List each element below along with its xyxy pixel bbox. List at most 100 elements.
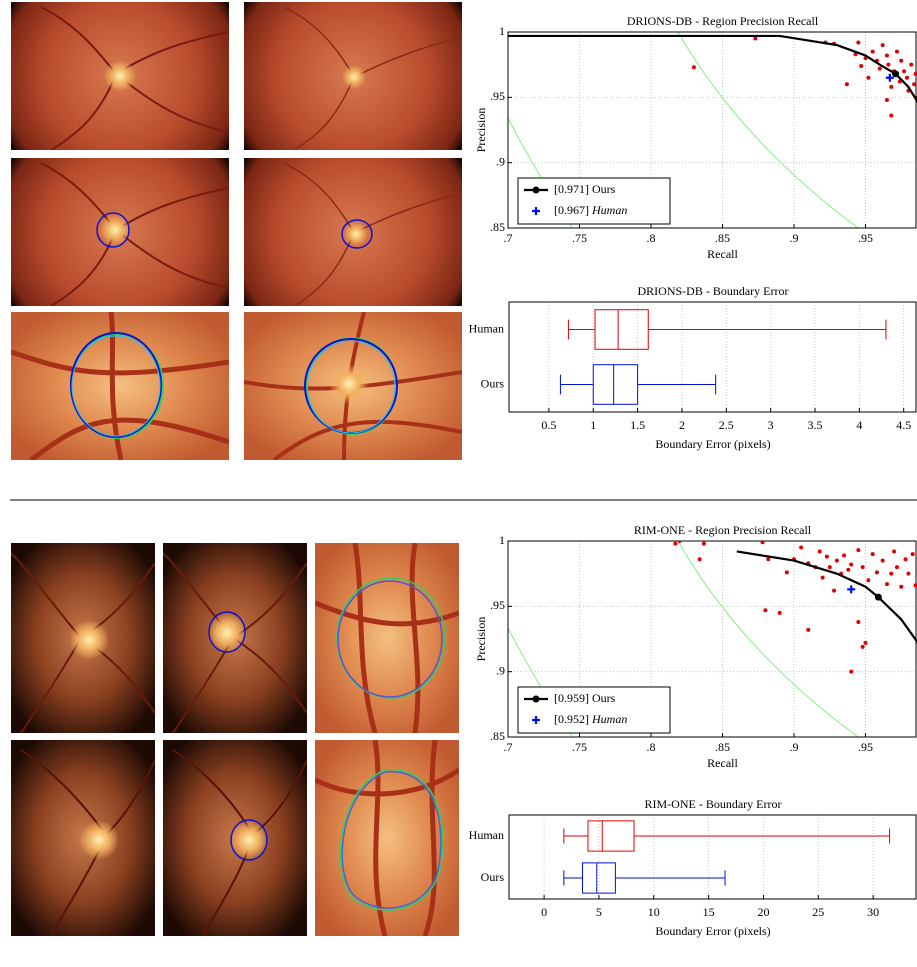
- legend-label: [0.971] Ours: [554, 182, 616, 196]
- box: [581, 862, 616, 894]
- data-point: [889, 84, 894, 89]
- x-tick-label: .7: [504, 231, 513, 245]
- data-point: [701, 541, 706, 546]
- data-point: [860, 565, 865, 570]
- data-point: [849, 669, 854, 674]
- human-marker: [847, 585, 856, 594]
- data-point: [673, 541, 678, 546]
- operating-point: [892, 70, 900, 78]
- zoomed-image: [315, 543, 459, 733]
- plot-frame: [508, 301, 917, 413]
- x-tick-label: .9: [790, 231, 799, 245]
- data-point: [777, 610, 782, 615]
- chart-title: DRIONS-DB - Region Precision Recall: [627, 14, 819, 28]
- x-tick-label: 4: [856, 418, 862, 432]
- x-axis-label: Recall: [707, 756, 738, 770]
- data-point: [866, 578, 871, 583]
- chart-title: RIM-ONE - Boundary Error: [645, 797, 782, 811]
- fundus-image: [163, 740, 307, 936]
- data-point: [763, 608, 768, 613]
- x-tick-label: .85: [715, 740, 730, 754]
- box: [592, 364, 639, 405]
- data-point: [889, 113, 894, 118]
- data-point: [903, 557, 908, 562]
- x-axis-label: Boundary Error (pixels): [655, 924, 770, 938]
- plot-area: [508, 34, 917, 118]
- y-tick-label: .85: [490, 729, 505, 743]
- zoomed-image: [244, 312, 462, 460]
- data-point: [799, 545, 804, 550]
- x-tick-label: 10: [648, 905, 660, 919]
- data-point: [866, 75, 871, 80]
- x-axis-label: Recall: [707, 247, 738, 261]
- plot-frame: [507, 31, 917, 229]
- y-axis-label: Precision: [474, 617, 488, 662]
- data-point: [859, 63, 864, 68]
- data-point: [884, 53, 889, 58]
- data-point: [884, 582, 889, 587]
- x-tick-label: 15: [703, 905, 715, 919]
- data-point: [677, 541, 682, 543]
- fundus-image: [11, 740, 155, 936]
- legend-score: [0.967]: [554, 203, 589, 217]
- x-tick-label: 20: [757, 905, 769, 919]
- fundus-image: [11, 2, 229, 150]
- legend-score: [0.971]: [554, 182, 589, 196]
- category-label: Human: [469, 828, 504, 842]
- legend-score: [0.952]: [554, 712, 589, 726]
- x-tick-label: .95: [858, 740, 873, 754]
- fundus-image: [244, 2, 462, 150]
- data-point: [899, 584, 904, 589]
- data-point: [894, 49, 899, 54]
- data-point: [697, 557, 702, 562]
- data-point: [886, 62, 891, 67]
- legend-box: [517, 177, 671, 225]
- data-point: [910, 552, 915, 557]
- x-tick-label: 1.5: [630, 418, 645, 432]
- category-label: Ours: [481, 870, 505, 884]
- data-point: [820, 575, 825, 580]
- data-point: [870, 49, 875, 54]
- legend-label: [0.967] Human: [554, 203, 627, 217]
- category-label: Human: [469, 321, 504, 335]
- data-point: [842, 553, 847, 558]
- x-tick-label: 2: [679, 418, 685, 432]
- data-point: [849, 562, 854, 567]
- x-tick-label: .7: [504, 740, 513, 754]
- box: [587, 820, 635, 852]
- fundus-image: [244, 158, 462, 306]
- data-point: [892, 549, 897, 554]
- y-tick-label: 1: [499, 24, 505, 38]
- y-tick-label: .9: [496, 154, 505, 168]
- data-point: [880, 43, 885, 48]
- data-point: [913, 583, 917, 588]
- legend-name: Human: [591, 712, 627, 726]
- data-point: [899, 58, 904, 63]
- data-point: [870, 552, 875, 557]
- data-point: [766, 557, 771, 562]
- data-point: [860, 644, 865, 649]
- zoomed-image: [315, 740, 459, 936]
- category-label: Ours: [481, 376, 505, 390]
- data-point: [784, 570, 789, 575]
- legend-swatch: [532, 207, 540, 215]
- box: [594, 309, 649, 350]
- human-marker: [885, 73, 894, 82]
- operating-point: [874, 593, 882, 601]
- chart-title: DRIONS-DB - Boundary Error: [638, 284, 789, 298]
- chart-title: RIM-ONE - Region Precision Recall: [634, 523, 812, 537]
- data-point: [691, 65, 696, 70]
- x-axis-label: Boundary Error (pixels): [655, 437, 770, 451]
- legend-label: [0.959] Ours: [554, 691, 616, 705]
- data-point: [889, 571, 894, 576]
- fundus-image: [163, 543, 307, 733]
- legend-swatch: [532, 186, 540, 194]
- data-point: [753, 36, 758, 41]
- y-tick-label: .9: [496, 663, 505, 677]
- data-point: [856, 40, 861, 45]
- data-point: [913, 71, 917, 76]
- data-point: [902, 69, 907, 74]
- x-tick-label: 30: [867, 905, 879, 919]
